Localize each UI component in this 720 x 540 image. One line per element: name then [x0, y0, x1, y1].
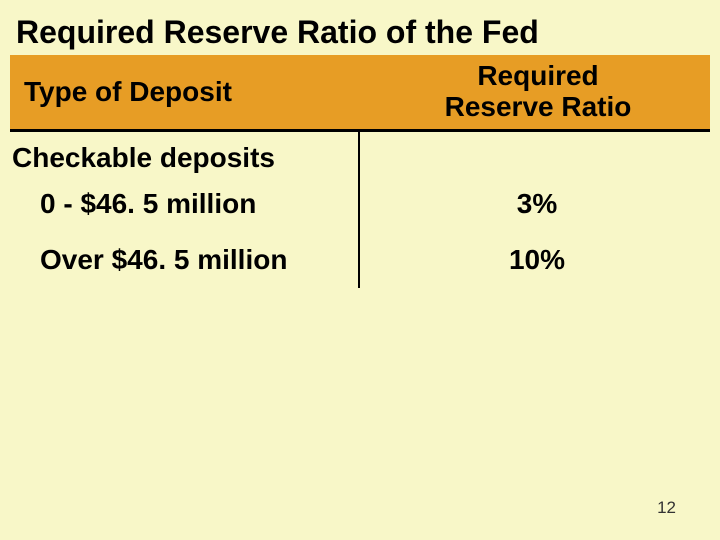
slide-title: Required Reserve Ratio of the Fed: [10, 14, 710, 51]
column-header-ratio-label: Required Reserve Ratio: [445, 60, 632, 122]
row-1-label-cell: Over $46. 5 million: [10, 232, 360, 288]
row-1-label: Over $46. 5 million: [18, 244, 287, 276]
table-row: 0 - $46. 5 million 3%: [10, 176, 710, 232]
section-label-text: Checkable deposits: [12, 142, 275, 173]
slide: Required Reserve Ratio of the Fed Type o…: [0, 0, 720, 540]
section-row: Checkable deposits: [10, 132, 710, 176]
table-row: Over $46. 5 million 10%: [10, 232, 710, 288]
table-header-row: Type of Deposit Required Reserve Ratio: [10, 55, 710, 132]
row-0-label-cell: 0 - $46. 5 million: [10, 176, 360, 232]
column-header-type-label: Type of Deposit: [24, 76, 232, 108]
row-1-value: 10%: [509, 244, 565, 276]
section-value-empty: [360, 132, 710, 176]
row-0-value: 3%: [517, 188, 557, 220]
column-header-ratio: Required Reserve Ratio: [360, 55, 710, 129]
reserve-ratio-table: Type of Deposit Required Reserve Ratio C…: [10, 55, 710, 288]
column-header-type: Type of Deposit: [10, 55, 360, 129]
row-0-label: 0 - $46. 5 million: [18, 188, 256, 220]
row-1-value-cell: 10%: [360, 232, 710, 288]
section-label-cell: Checkable deposits: [10, 132, 360, 176]
row-0-value-cell: 3%: [360, 176, 710, 232]
page-number: 12: [657, 498, 676, 518]
